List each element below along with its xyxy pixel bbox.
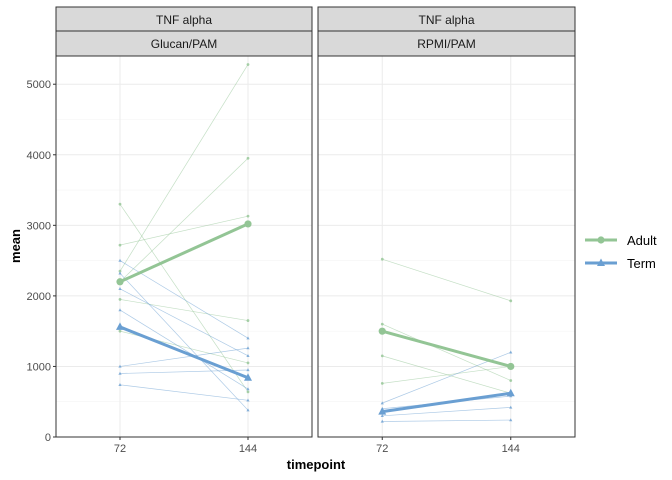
legend-key-marker — [597, 258, 605, 266]
individual-point-term — [246, 368, 250, 372]
individual-point-term — [246, 354, 250, 358]
facet-panels: TNF alpha Glucan/PAM 72 144 0 1000 2000 3000 400… — [27, 6, 576, 455]
y-tick-label: 4000 — [27, 150, 51, 162]
individual-point-adult — [246, 214, 250, 218]
y-tick-label: 0 — [45, 432, 51, 444]
individual-point-adult — [118, 269, 122, 273]
individual-line-term — [119, 309, 249, 390]
legend-item-adult: Adult — [585, 233, 657, 248]
individual-point-term — [246, 398, 250, 402]
individual-point-term — [118, 364, 122, 368]
individual-point-adult — [509, 299, 513, 303]
individual-point-term — [380, 401, 384, 405]
individual-point-term — [118, 308, 122, 312]
individual-line-term — [119, 347, 249, 367]
strip-bottom-box — [55, 30, 313, 57]
individual-line-adult — [119, 64, 249, 272]
mean-line-term — [119, 325, 249, 380]
individual-point-term — [118, 258, 122, 262]
individual-point-term — [246, 346, 250, 350]
individual-point-adult — [246, 319, 250, 322]
legend: Adult Term — [585, 233, 657, 271]
individual-line-adult — [119, 215, 249, 246]
individual-point-term — [118, 287, 122, 291]
legend-label: Adult — [627, 233, 657, 248]
individual-point-term — [509, 350, 513, 354]
individual-point-adult — [246, 390, 250, 394]
mean-point-adult — [116, 278, 124, 286]
individual-line-term — [382, 419, 511, 422]
individual-point-adult — [246, 63, 250, 66]
x-axis-title: timepoint — [287, 457, 346, 472]
strip-top-label: TNF alpha — [418, 13, 474, 27]
mean-point-term — [116, 322, 124, 330]
x-tick-label: 144 — [502, 443, 520, 455]
individual-point-adult — [380, 381, 384, 385]
panel-border — [317, 55, 576, 438]
individual-point-term — [509, 405, 513, 409]
individual-point-term — [246, 336, 250, 340]
individual-point-term — [118, 271, 122, 275]
individual-point-adult — [118, 329, 122, 333]
facet-panel-2: TNF alpha RPMI/PAM 72 144 — [317, 6, 576, 455]
y-tick-label: 5000 — [27, 79, 51, 91]
individual-point-adult — [380, 354, 384, 358]
x-tick-label: 144 — [239, 443, 257, 455]
strip-bottom-box — [317, 30, 576, 57]
mean-line-adult — [381, 329, 512, 368]
panel-background — [318, 56, 575, 437]
individual-line-term — [119, 288, 249, 357]
mean-point-adult — [507, 362, 515, 371]
y-tick-label: 3000 — [27, 220, 51, 232]
individual-line-adult — [382, 323, 511, 381]
legend-key-marker — [597, 236, 605, 244]
individual-point-adult — [246, 361, 250, 365]
individual-line-term — [382, 407, 511, 417]
strip-bottom-label: Glucan/PAM — [151, 37, 217, 51]
individual-line-term — [119, 273, 249, 411]
individual-point-term — [118, 382, 122, 386]
strip-top-box — [317, 6, 576, 32]
strip-top-label: TNF alpha — [156, 13, 212, 27]
strip-top-box — [55, 6, 313, 32]
individual-point-term — [246, 387, 250, 391]
individual-point-term — [380, 414, 384, 418]
individual-point-term — [509, 418, 513, 422]
y-axis-title: mean — [8, 229, 23, 263]
mean-point-adult — [244, 220, 252, 228]
x-tick-label: 72 — [114, 443, 126, 455]
individual-point-adult — [380, 257, 384, 261]
individual-line-term — [119, 384, 249, 401]
mean-point-term — [506, 388, 515, 397]
individual-line-adult — [119, 158, 249, 283]
individual-point-adult — [246, 156, 250, 160]
individual-line-adult — [382, 366, 511, 384]
individual-point-term — [118, 371, 122, 375]
mean-line-adult — [119, 222, 249, 284]
individual-point-term — [380, 419, 384, 423]
mean-point-adult — [378, 327, 386, 335]
strip-bottom-label: RPMI/PAM — [417, 37, 475, 51]
individual-point-adult — [118, 243, 122, 247]
facet-panel-1: TNF alpha Glucan/PAM 72 144 0 1000 2000 3000 400… — [27, 6, 313, 455]
legend-item-term: Term — [585, 256, 656, 271]
x-tick-label: 72 — [376, 443, 388, 455]
panel-border — [55, 55, 313, 438]
individual-point-adult — [118, 298, 122, 301]
individual-point-adult — [380, 322, 384, 326]
mean-line-term — [382, 391, 511, 414]
mean-point-term — [378, 407, 387, 415]
individual-point-term — [246, 408, 250, 412]
panel-background — [56, 56, 312, 437]
individual-line-adult — [119, 203, 249, 393]
individual-line-adult — [382, 258, 511, 302]
individual-point-adult — [118, 202, 122, 206]
y-tick-label: 1000 — [27, 361, 51, 373]
individual-point-adult — [509, 379, 513, 382]
y-tick-label: 2000 — [27, 291, 51, 303]
mean-point-term — [244, 373, 252, 381]
individual-line-adult — [119, 299, 249, 321]
legend-label: Term — [627, 256, 656, 271]
